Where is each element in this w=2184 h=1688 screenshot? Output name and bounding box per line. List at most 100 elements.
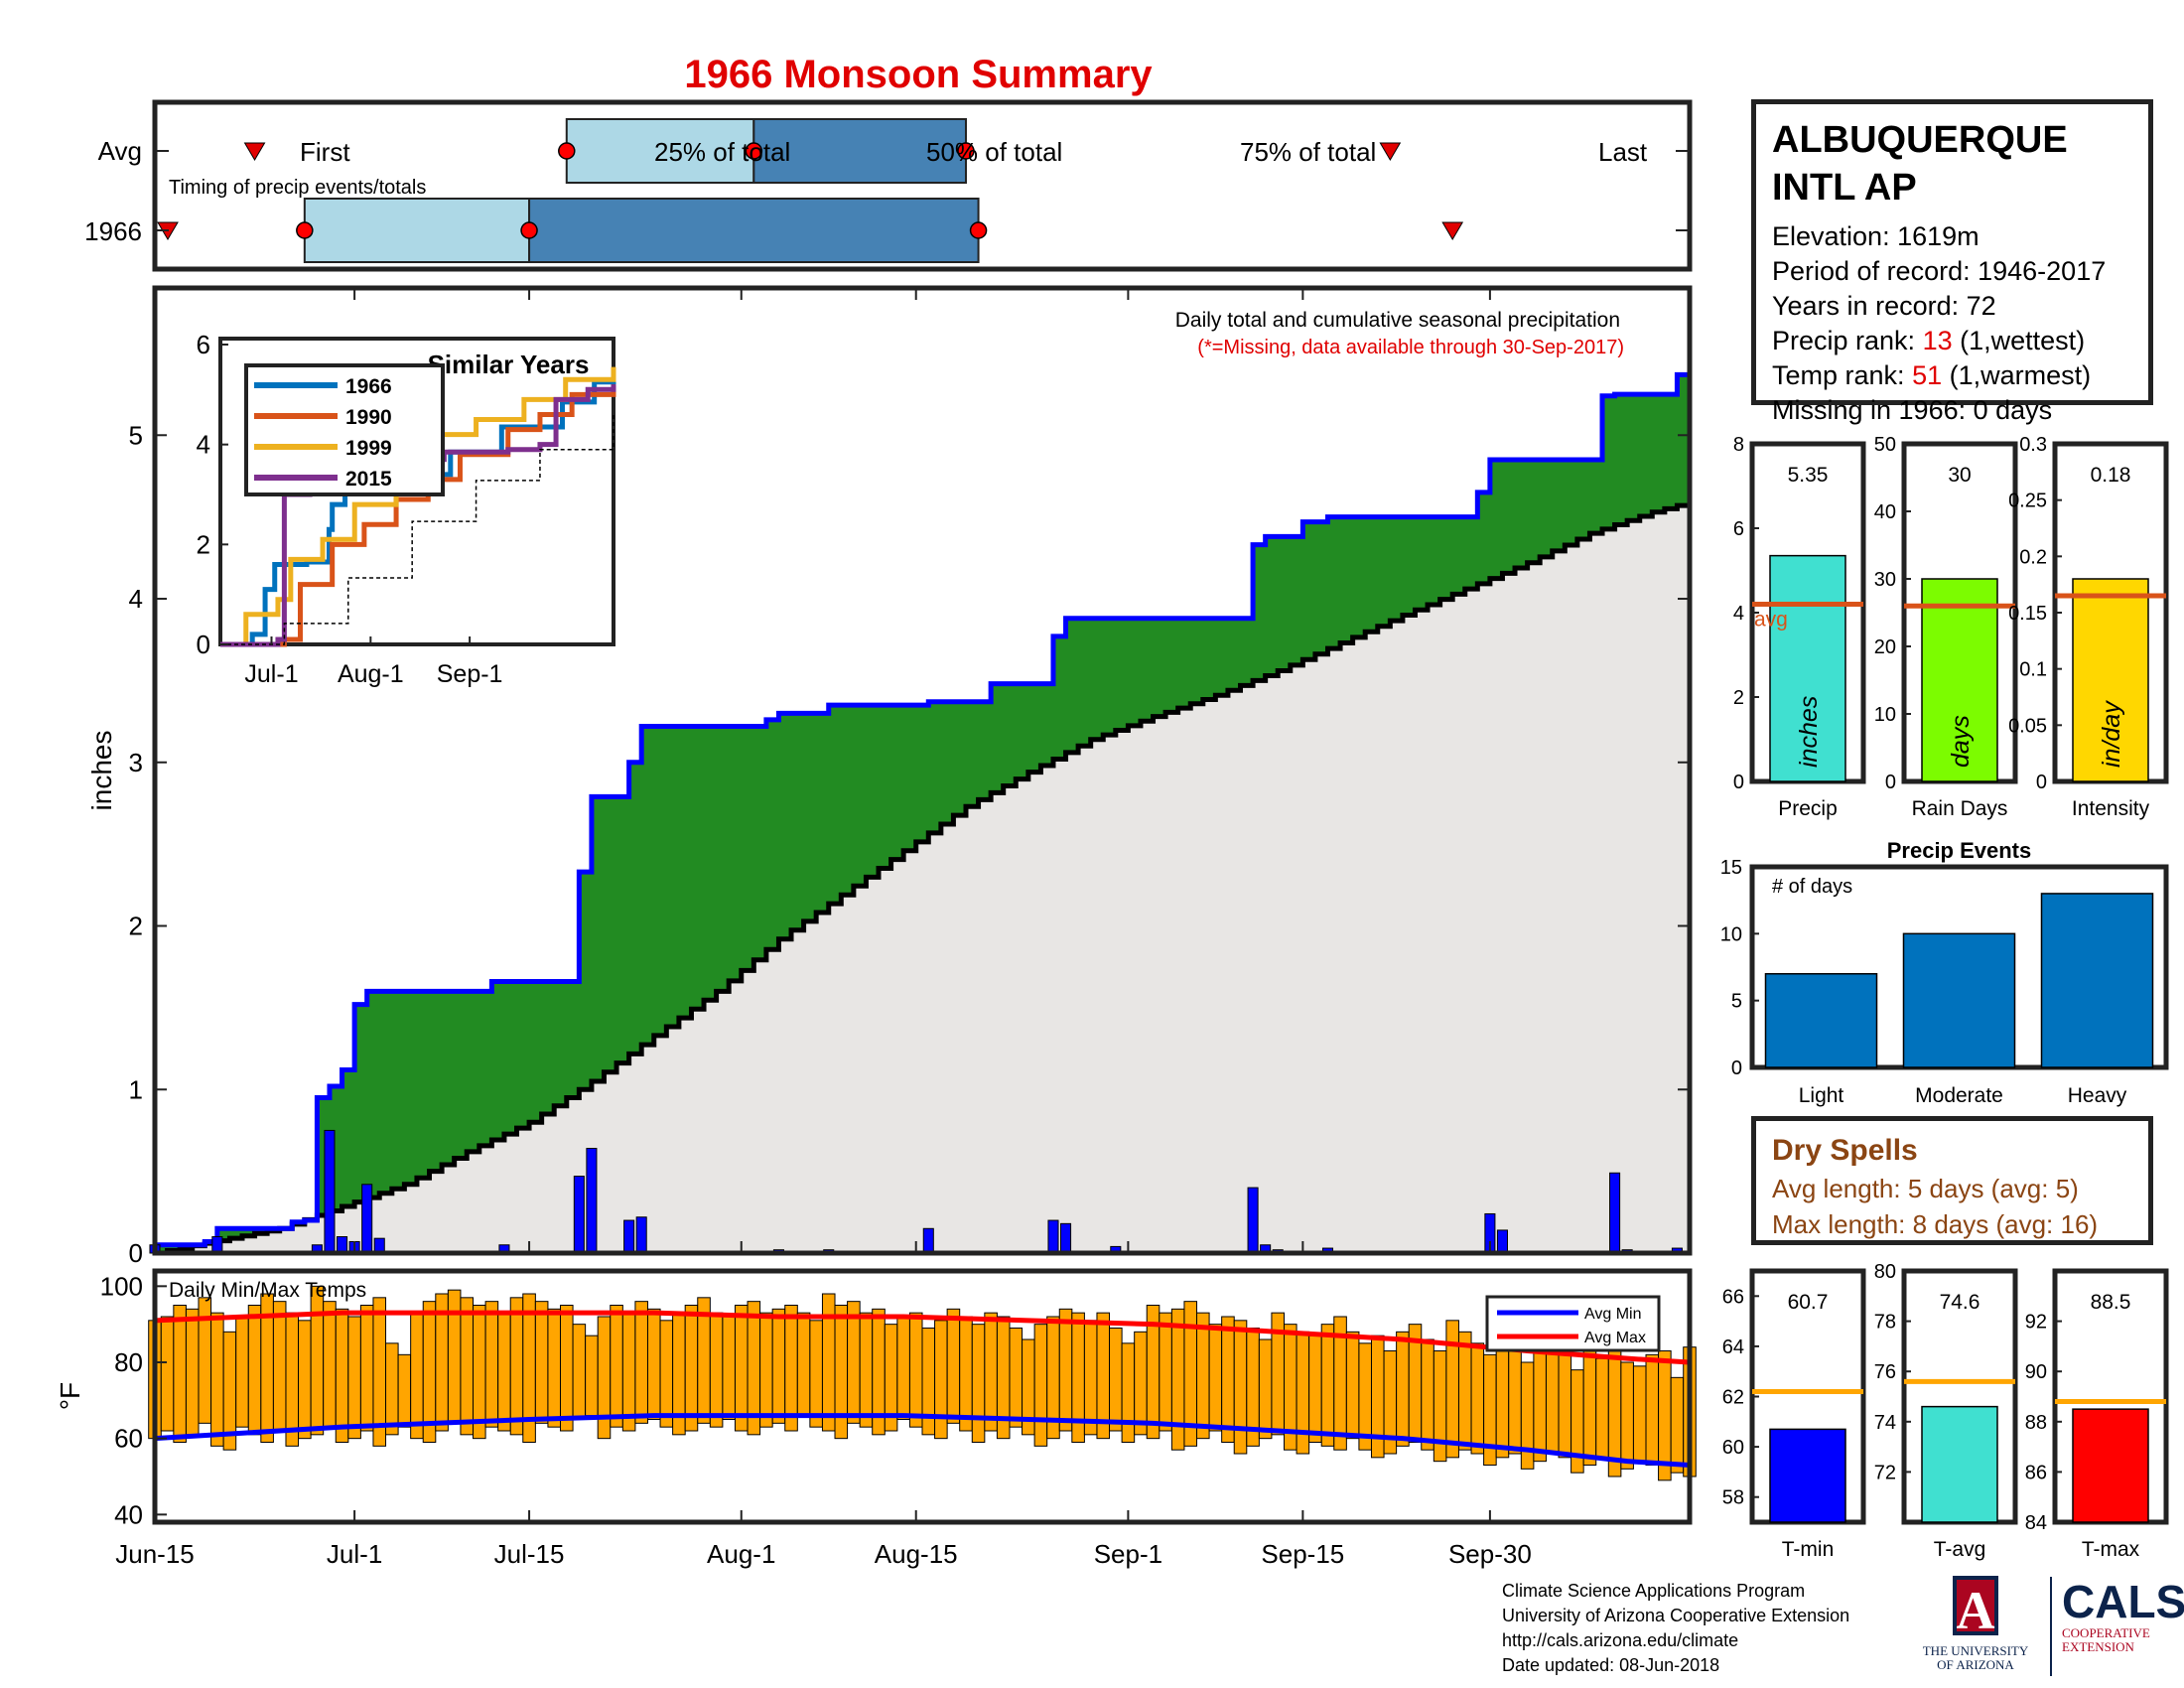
daily-precip-bar (586, 1148, 598, 1254)
precip-summary-2-ytick-label: 0.1 (2019, 659, 2047, 681)
date-xtick-label: Jul-15 (494, 1539, 565, 1569)
daily-temp-bar (959, 1316, 973, 1432)
inset-legend-label: 2015 (345, 468, 392, 491)
daily-temp-bar (1134, 1331, 1148, 1436)
daily-temp-bar (1620, 1361, 1634, 1470)
daily-temp-bar (1421, 1338, 1434, 1451)
similar-years-inset: Similar Years 1966 1990 1999 2015 0 2 4 6 Jul-1… (197, 330, 616, 688)
daily-temp-bar (1296, 1331, 1310, 1455)
precip-events-ytick-label: 5 (1731, 991, 1742, 1013)
temp-rank-label: Temp rank: (1772, 360, 1913, 390)
precip-summary-2-label: Intensity (2072, 797, 2150, 820)
legend-avg-min: Avg Min (1584, 1306, 1642, 1323)
daily-temp-bar (834, 1305, 849, 1440)
precip-rank-text: Precip rank: 13 (1,wettest) (1772, 324, 2132, 358)
daily-temp-bar (310, 1285, 325, 1436)
precip-summary-panels: 5.35 0 2 4 6 8 Precip inches avg 30 0 10 20 30 40 50 Rai… (1733, 434, 2169, 820)
daily-temp-bar (646, 1308, 661, 1421)
inset-legend-label: 1990 (345, 406, 392, 429)
precip-summary-1-unit: days (1947, 715, 1975, 768)
timing-panel: Avg 1966 Timing of precip events/totals … (84, 99, 1693, 272)
daily-temp-bar (771, 1308, 786, 1424)
avg-q25-label: 25% of total (654, 137, 790, 167)
daily-temp-bar (359, 1305, 374, 1432)
precip-summary-1-ytick-label: 30 (1874, 569, 1896, 591)
precip-summary-1-ytick-label: 50 (1874, 434, 1896, 456)
daily-temp-bar (484, 1301, 499, 1428)
svg-text:A: A (1957, 1581, 1995, 1639)
daily-temp-bar (1670, 1376, 1685, 1474)
precip-summary-0-ytick-label: 8 (1733, 434, 1744, 456)
avg-quantile-marker (558, 142, 576, 160)
daily-temp-bar (572, 1324, 587, 1420)
main-ytick-label: 5 (129, 420, 143, 450)
daily-temp-bar (1109, 1328, 1123, 1432)
daily-temp-bar (1033, 1324, 1048, 1447)
daily-temp-bar (684, 1305, 699, 1432)
inset-ytick-label: 4 (197, 430, 210, 460)
missing-days-text: Missing in 1966: 0 days (1772, 395, 2053, 425)
temp-summary-0-ytick-label: 62 (1722, 1387, 1744, 1409)
daily-precip-bar (1247, 1187, 1259, 1254)
precip-summary-0-bar (1769, 554, 1846, 782)
year-q25-q50-box (303, 198, 531, 263)
daily-precip-bar (635, 1216, 647, 1254)
temp-summary-2-ytick-label: 88 (2025, 1412, 2047, 1434)
inset-ytick-label: 0 (197, 630, 210, 659)
temp-summary-2-ytick-label: 92 (2025, 1312, 2047, 1334)
ua-logo-line2: OF ARIZONA (1937, 1657, 2014, 1672)
main-annotation: Daily total and cumulative seasonal prec… (1175, 309, 1620, 332)
temp-summary-2-value: 88.5 (2091, 1291, 2131, 1314)
footer-line4: Date updated: 08-Jun-2018 (1502, 1655, 1720, 1675)
temp-ytick-label: 40 (114, 1499, 143, 1529)
dry-spells-title: Dry Spells (1772, 1134, 1918, 1167)
precip-summary-1-bar (1921, 578, 1998, 782)
daily-temp-bar (759, 1312, 773, 1428)
precip-events-note: # of days (1772, 876, 1852, 898)
inset-xtick-label: Sep-1 (437, 660, 503, 688)
temp-rank-value: 51 (1912, 360, 1943, 390)
main-ylabel: inches (86, 731, 117, 811)
similar-year-1966-line (220, 375, 616, 647)
daily-temp-bar (1520, 1361, 1535, 1470)
temp-summary-0-bar (1769, 1428, 1846, 1523)
precip-events-title: Precip Events (1887, 838, 2032, 863)
temp-summary-0-ytick-label: 64 (1722, 1336, 1744, 1358)
temp-summary-0-value: 60.7 (1788, 1291, 1829, 1314)
daily-temp-bar (984, 1312, 998, 1432)
block-a-icon: A (1953, 1576, 1998, 1640)
year-quantile-marker (520, 221, 538, 239)
year-quantile-marker (969, 221, 988, 239)
temp-summary-1-value: 74.6 (1940, 1291, 1980, 1314)
daily-temp-bar (796, 1312, 811, 1417)
timing-note: Timing of precip events/totals (169, 177, 426, 199)
temp-summary-0-ytick-label: 60 (1722, 1437, 1744, 1459)
precip-summary-2-bar (2072, 578, 2149, 782)
temp-rank-suffix: (1,warmest) (1942, 360, 2092, 390)
date-xtick-label: Jun-15 (115, 1539, 195, 1569)
precip-summary-2-ytick-label: 0.25 (2008, 491, 2047, 512)
temp-rank-text: Temp rank: 51 (1,warmest) (1772, 358, 2132, 393)
temp-ytick-label: 60 (114, 1424, 143, 1454)
precip-main-chart: 0 1 2 3 4 5 inches Daily total and cumulative… (86, 285, 1693, 1268)
daily-temp-bar (934, 1320, 948, 1440)
daily-temp-bar (734, 1305, 749, 1432)
precip-events-bar (1902, 932, 2016, 1068)
precip-summary-0-ytick-label: 6 (1733, 518, 1744, 540)
similar-year-1999-line (220, 366, 616, 647)
temp-summary-1-label: T-avg (1934, 1538, 1986, 1561)
cals-logo-text: CALS (2062, 1576, 2184, 1627)
daily-temp-bar (235, 1316, 249, 1428)
precip-rank-suffix: (1,wettest) (1952, 326, 2086, 355)
inset-ytick-label: 6 (197, 330, 210, 359)
precip-summary-2-value: 0.18 (2091, 464, 2131, 487)
precip-events-bar (2040, 893, 2154, 1068)
daily-temp-bar (347, 1316, 361, 1440)
similar-year-1990-line (220, 384, 616, 647)
daily-temp-bar (559, 1305, 574, 1432)
daily-temp-bar (1058, 1308, 1073, 1432)
year-quantile-marker (296, 221, 314, 239)
university-of-arizona-logo: A THE UNIVERSITY OF ARIZONA (1921, 1574, 2030, 1673)
inset-legend-label: 1966 (345, 375, 392, 398)
daily-precip-bar (361, 1184, 373, 1254)
